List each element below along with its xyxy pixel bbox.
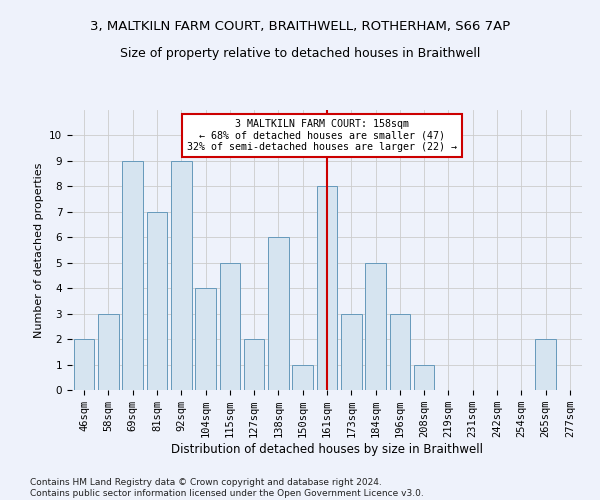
Bar [220,262,240,390]
Bar [171,161,191,390]
Text: Contains HM Land Registry data © Crown copyright and database right 2024.
Contai: Contains HM Land Registry data © Crown c… [30,478,424,498]
Bar [268,238,289,390]
Bar [317,186,337,390]
Bar [535,339,556,390]
Bar [292,364,313,390]
Bar [365,262,386,390]
Bar [389,314,410,390]
X-axis label: Distribution of detached houses by size in Braithwell: Distribution of detached houses by size … [171,443,483,456]
Text: 3, MALTKILN FARM COURT, BRAITHWELL, ROTHERHAM, S66 7AP: 3, MALTKILN FARM COURT, BRAITHWELL, ROTH… [90,20,510,33]
Bar [195,288,216,390]
Text: Size of property relative to detached houses in Braithwell: Size of property relative to detached ho… [120,48,480,60]
Bar [244,339,265,390]
Bar [146,212,167,390]
Bar [122,161,143,390]
Bar [341,314,362,390]
Text: 3 MALTKILN FARM COURT: 158sqm
← 68% of detached houses are smaller (47)
32% of s: 3 MALTKILN FARM COURT: 158sqm ← 68% of d… [187,119,457,152]
Bar [98,314,119,390]
Bar [414,364,434,390]
Bar [74,339,94,390]
Y-axis label: Number of detached properties: Number of detached properties [34,162,44,338]
